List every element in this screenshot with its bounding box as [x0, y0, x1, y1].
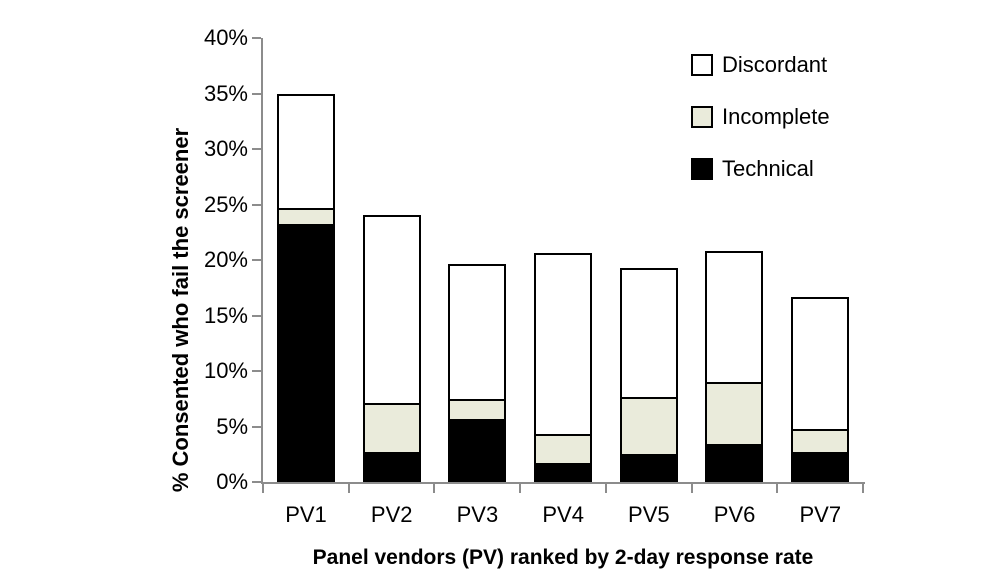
- x-axis-title: Panel vendors (PV) ranked by 2-day respo…: [312, 546, 814, 569]
- x-tick: [690, 484, 693, 493]
- legend: Discordant Incomplete Technical: [691, 52, 830, 208]
- bar-segment-technical: [791, 452, 850, 482]
- legend-label: Incomplete: [722, 104, 830, 129]
- x-axis-line: [261, 482, 865, 484]
- y-tick-label: 20%: [203, 247, 248, 272]
- legend-label: Discordant: [722, 52, 828, 77]
- x-tick-label-pv1: PV1: [285, 502, 327, 527]
- bar-segment-technical: [276, 224, 335, 482]
- x-tick: [347, 484, 350, 493]
- y-tick: [252, 148, 261, 150]
- y-tick: [252, 203, 261, 206]
- x-tick: [519, 484, 522, 493]
- y-tick-label: 15%: [203, 302, 248, 328]
- y-tick: [252, 370, 261, 372]
- y-tick-label: 0%: [216, 469, 248, 494]
- bar-segment-incomplete: [448, 398, 507, 421]
- y-tick-label: 30%: [203, 136, 248, 161]
- bar-segment-incomplete: [705, 382, 764, 447]
- legend-item-discordant: Discordant: [691, 52, 830, 78]
- legend-swatch-discordant: [691, 54, 713, 76]
- x-tick: [604, 484, 607, 493]
- x-tick-label-pv5: PV5: [628, 502, 670, 527]
- y-tick-label: 10%: [203, 358, 248, 383]
- bar-segment-discordant: [276, 93, 335, 210]
- y-axis-line: [261, 38, 263, 484]
- legend-label: Technical: [722, 156, 814, 181]
- y-tick: [252, 92, 261, 95]
- x-tick-label-pv7: PV7: [799, 502, 842, 527]
- bar-segment-technical: [362, 452, 421, 482]
- bar-segment-incomplete: [619, 396, 678, 457]
- bar-segment-incomplete: [791, 428, 850, 455]
- y-tick-label: 5%: [216, 413, 248, 439]
- y-tick: [252, 425, 261, 428]
- bar-segment-incomplete: [534, 434, 592, 466]
- x-tick-label-pv6: PV6: [713, 502, 756, 527]
- bar-segment-discordant: [705, 251, 764, 385]
- x-tick-label-pv2: PV2: [370, 502, 413, 527]
- y-tick-label: 35%: [203, 80, 248, 106]
- bar-segment-discordant: [534, 253, 592, 437]
- x-tick: [862, 484, 864, 493]
- x-tick-label-pv3: PV3: [456, 502, 499, 527]
- y-tick: [252, 259, 261, 261]
- bar-segment-technical: [705, 444, 764, 482]
- plot-area: 0% 5% 10% 15% 20% 25% 30% 35% 40% PV1 PV2 PV3 PV4 PV5…: [204, 25, 865, 527]
- legend-item-incomplete: Incomplete: [691, 104, 830, 130]
- bar-segment-discordant: [791, 296, 850, 431]
- y-tick: [252, 37, 261, 39]
- bar-segment-incomplete: [276, 207, 335, 227]
- legend-swatch-technical: [691, 158, 713, 180]
- bar-segment-incomplete: [362, 403, 421, 455]
- y-tick-label: 40%: [203, 25, 248, 50]
- x-tick: [262, 484, 264, 493]
- bar-segment-discordant: [448, 264, 507, 401]
- bar-segment-technical: [448, 418, 507, 482]
- x-tick: [433, 484, 436, 493]
- y-tick: [252, 481, 261, 483]
- bar-segment-technical: [619, 454, 678, 482]
- bar-segment-discordant: [619, 267, 678, 399]
- bar-segment-discordant: [362, 214, 421, 406]
- y-tick-label: 25%: [203, 191, 248, 217]
- y-tick: [252, 314, 261, 317]
- bar-segment-technical: [534, 463, 592, 482]
- x-tick-label-pv4: PV4: [542, 502, 584, 527]
- legend-swatch-incomplete: [691, 106, 713, 128]
- x-tick: [776, 484, 779, 493]
- legend-item-technical: Technical: [691, 156, 830, 182]
